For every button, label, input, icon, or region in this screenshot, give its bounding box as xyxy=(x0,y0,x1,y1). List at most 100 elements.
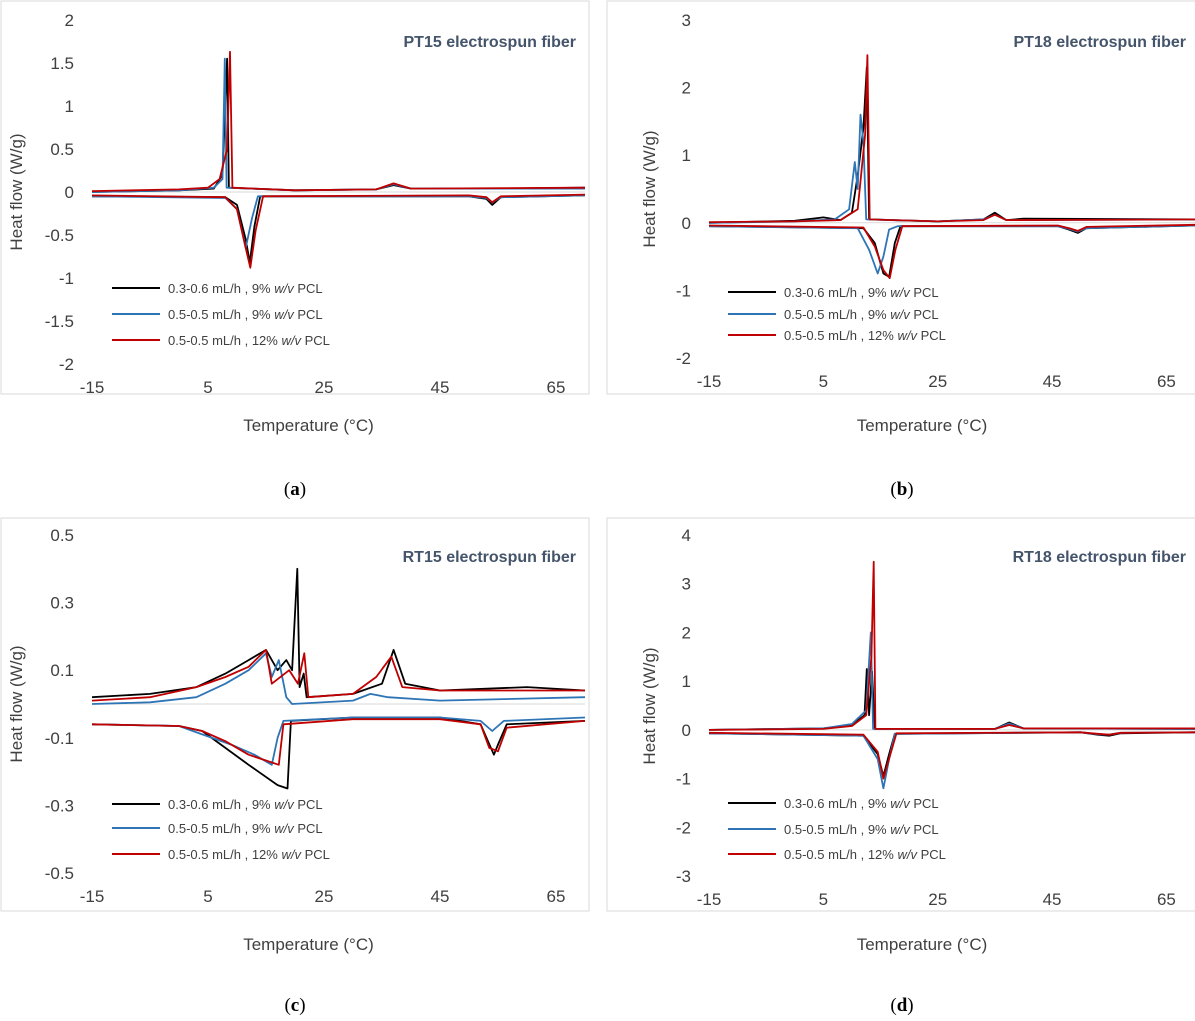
series-line-blue-heating xyxy=(709,631,1195,731)
y-tick-label: -2 xyxy=(59,355,74,374)
caption-close: ) xyxy=(299,995,305,1016)
caption-close: ) xyxy=(907,995,913,1016)
caption-open: ( xyxy=(284,479,290,500)
series-line-black-cooling xyxy=(709,224,1195,278)
y-tick-label: 1 xyxy=(65,97,74,116)
legend-unit: w/v xyxy=(890,285,911,300)
series-line-blue-heating xyxy=(709,113,1195,224)
y-axis-title: Heat flow (W/g) xyxy=(7,133,26,250)
chart-title: PT15 electrospun fiber xyxy=(404,34,577,51)
series-line-black-heating xyxy=(709,668,1195,731)
legend-unit: w/v xyxy=(274,281,295,296)
caption-close: ) xyxy=(907,479,913,500)
legend-unit: w/v xyxy=(281,847,302,862)
chart-title: RT18 electrospun fiber xyxy=(1013,549,1186,566)
legend-entry: 0.5-0.5 mL/h , 9% w/v PCL xyxy=(784,822,939,837)
y-tick-label: 2 xyxy=(682,79,691,98)
legend-rate: 0.3-0.6 mL/h , 9% xyxy=(784,285,890,300)
series-line-red-cooling xyxy=(92,193,585,269)
y-axis-title: Heat flow (W/g) xyxy=(7,645,26,762)
caption-open: ( xyxy=(890,995,896,1016)
series-line-red-heating xyxy=(709,54,1195,223)
legend-entry: 0.5-0.5 mL/h , 9% w/v PCL xyxy=(168,821,323,836)
x-tick-label: 5 xyxy=(819,372,828,391)
legend-entry: 0.5-0.5 mL/h , 12% w/v PCL xyxy=(784,328,946,343)
legend-entry: 0.3-0.6 mL/h , 9% w/v PCL xyxy=(784,796,939,811)
caption-letter: a xyxy=(290,479,300,500)
series-line-black-cooling xyxy=(92,194,585,264)
legend-polymer: PCL xyxy=(910,307,939,322)
caption-letter: d xyxy=(897,995,908,1016)
legend-entry: 0.3-0.6 mL/h , 9% w/v PCL xyxy=(168,281,323,296)
legend-unit: w/v xyxy=(897,328,918,343)
legend-entry: 0.5-0.5 mL/h , 9% w/v PCL xyxy=(784,307,939,322)
chart-panel-d: -3 -2 -1 0 1 2 3 4 -15 5 25 45 65 Temperature (°C) Hea… xyxy=(606,517,1195,1016)
legend-polymer: PCL xyxy=(294,307,323,322)
y-tick-label: 4 xyxy=(682,526,691,545)
series-line-blue-cooling xyxy=(92,716,585,766)
legend-entry: 0.5-0.5 mL/h , 12% w/v PCL xyxy=(784,847,946,862)
series-line-black-cooling xyxy=(709,731,1195,777)
legend-polymer: PCL xyxy=(294,281,323,296)
series-line-black-heating xyxy=(92,567,585,699)
series-line-red-cooling xyxy=(92,718,585,766)
chart-title: RT15 electrospun fiber xyxy=(403,549,576,566)
legend-unit: w/v xyxy=(890,822,911,837)
series-group xyxy=(709,560,1195,790)
series-group xyxy=(92,50,585,269)
series-line-red-cooling xyxy=(709,731,1195,780)
x-tick-label: -15 xyxy=(80,887,105,906)
x-tick-label: -15 xyxy=(697,372,722,391)
series-line-red-heating xyxy=(709,560,1195,731)
caption-letter: b xyxy=(897,479,908,500)
y-tick-label: 0.1 xyxy=(50,661,74,680)
chart-panel-b: -2 -1 0 1 2 3 -15 5 25 45 65 Temperature (°C) Heat f… xyxy=(606,0,1195,500)
legend-polymer: PCL xyxy=(917,847,946,862)
x-tick-label: 5 xyxy=(819,890,828,909)
y-tick-label: -3 xyxy=(676,867,691,886)
legend-rate: 0.5-0.5 mL/h , 9% xyxy=(168,307,274,322)
series-group xyxy=(92,567,585,790)
series-line-blue-heating xyxy=(92,57,585,193)
y-tick-label: 0 xyxy=(682,721,691,740)
panel-caption: (b) xyxy=(890,479,913,500)
x-tick-label: 5 xyxy=(203,378,212,397)
caption-letter: c xyxy=(291,995,299,1016)
legend-unit: w/v xyxy=(274,307,295,322)
legend-rate: 0.3-0.6 mL/h , 9% xyxy=(168,281,274,296)
legend-entry: 0.3-0.6 mL/h , 9% w/v PCL xyxy=(784,285,939,300)
y-tick-label: 1 xyxy=(682,146,691,165)
y-tick-label: 0.5 xyxy=(50,526,74,545)
series-line-red-heating xyxy=(92,50,585,192)
legend-unit: w/v xyxy=(897,847,918,862)
y-axis-title: Heat flow (W/g) xyxy=(640,647,659,764)
legend-rate: 0.5-0.5 mL/h , 9% xyxy=(168,821,274,836)
legend-rate: 0.5-0.5 mL/h , 9% xyxy=(784,822,890,837)
series-line-red-heating xyxy=(92,649,585,702)
panel-caption: (c) xyxy=(284,995,305,1016)
x-tick-label: 65 xyxy=(547,378,566,397)
series-line-red-cooling xyxy=(709,223,1195,280)
y-tick-label: 1 xyxy=(682,672,691,691)
legend-polymer: PCL xyxy=(294,821,323,836)
legend-polymer: PCL xyxy=(294,797,323,812)
x-axis-title: Temperature (°C) xyxy=(243,935,374,954)
legend-rate: 0.3-0.6 mL/h , 9% xyxy=(784,796,890,811)
y-tick-label: -0.5 xyxy=(45,226,74,245)
legend-rate: 0.3-0.6 mL/h , 9% xyxy=(168,797,274,812)
y-tick-label: -1 xyxy=(676,770,691,789)
legend-polymer: PCL xyxy=(917,328,946,343)
legend-unit: w/v xyxy=(281,333,302,348)
series-line-blue-cooling xyxy=(709,224,1195,275)
legend-unit: w/v xyxy=(274,797,295,812)
y-tick-label: 2 xyxy=(682,623,691,642)
series-line-black-heating xyxy=(709,66,1195,224)
y-tick-label: -1.5 xyxy=(45,312,74,331)
x-tick-label: 45 xyxy=(1043,890,1062,909)
y-tick-label: 3 xyxy=(682,11,691,30)
caption-open: ( xyxy=(284,995,290,1016)
y-tick-label: 0 xyxy=(65,183,74,202)
series-line-blue-cooling xyxy=(709,731,1195,790)
legend-entry: 0.5-0.5 mL/h , 12% w/v PCL xyxy=(168,333,330,348)
